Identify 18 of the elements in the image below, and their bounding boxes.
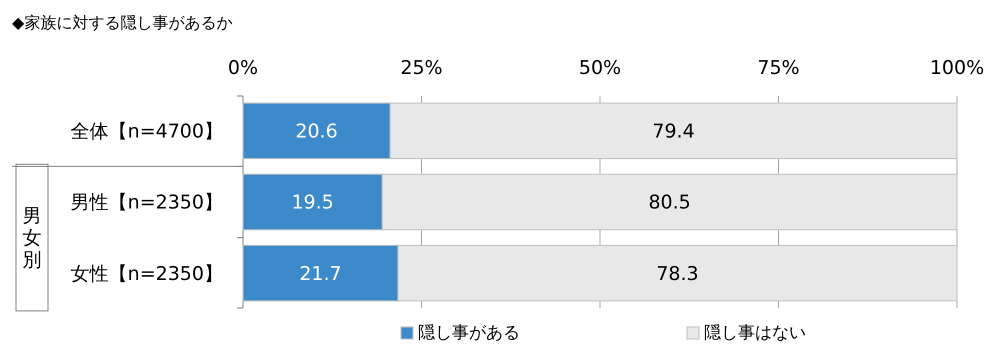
data-label: 78.3 — [656, 262, 699, 285]
legend-label: 隠し事がある — [418, 323, 520, 343]
data-label: 79.4 — [652, 120, 695, 143]
x-tick-label: 0% — [228, 57, 258, 79]
data-label: 21.7 — [299, 262, 342, 285]
x-tick-label: 100% — [930, 57, 984, 79]
y-tick-label: 全体【n=4700】 — [70, 120, 223, 143]
y-tick-label: 女性【n=2350】 — [70, 262, 223, 285]
legend-label: 隠し事はない — [704, 323, 806, 343]
chart-title: ◆家族に対する隠し事があるか — [12, 13, 232, 32]
data-label: 19.5 — [291, 192, 334, 214]
x-tick-label: 75% — [757, 57, 800, 79]
data-label: 80.5 — [648, 192, 691, 214]
x-tick-label: 50% — [578, 57, 622, 79]
y-tick-label: 男性【n=2350】 — [70, 192, 223, 214]
x-tick-label: 25% — [400, 57, 443, 79]
text: 男女別 — [22, 205, 42, 272]
data-label: 20.6 — [295, 120, 338, 143]
